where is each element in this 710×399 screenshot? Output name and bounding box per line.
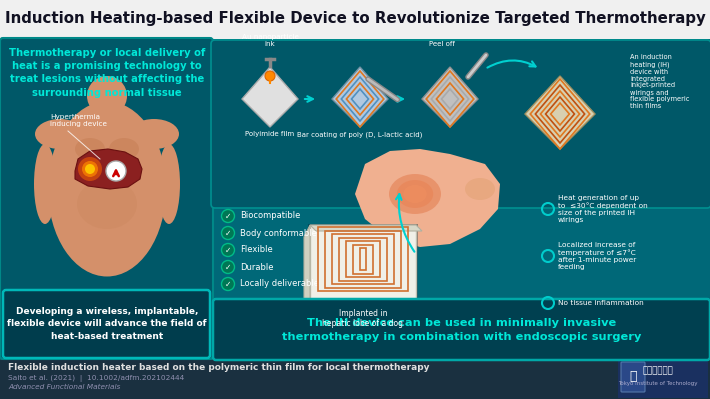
- Text: ✓: ✓: [225, 280, 231, 288]
- Text: Locally deliverable: Locally deliverable: [240, 280, 319, 288]
- FancyBboxPatch shape: [0, 38, 213, 359]
- FancyBboxPatch shape: [0, 39, 710, 359]
- Polygon shape: [525, 76, 595, 149]
- Ellipse shape: [48, 101, 166, 277]
- Text: Saito et al. (2021)  |  10.1002/adfm.202102444: Saito et al. (2021) | 10.1002/adfm.20210…: [8, 375, 185, 381]
- Text: Durable: Durable: [240, 263, 273, 271]
- Text: Implanted in
hepatic lobe of a dog: Implanted in hepatic lobe of a dog: [322, 309, 403, 328]
- Circle shape: [222, 209, 234, 223]
- Text: Hyperthermia
inducing device: Hyperthermia inducing device: [50, 114, 107, 127]
- Circle shape: [85, 164, 95, 174]
- Text: Peel off: Peel off: [429, 41, 455, 47]
- Ellipse shape: [403, 185, 427, 203]
- Text: Bar coating of poly (D, L-lactic acid): Bar coating of poly (D, L-lactic acid): [297, 131, 422, 138]
- Text: ✓: ✓: [225, 263, 231, 271]
- FancyBboxPatch shape: [211, 40, 710, 208]
- Text: The IH device can be used in minimally invasive
thermotherapy in combination wit: The IH device can be used in minimally i…: [283, 318, 642, 342]
- Text: Localized increase of
temperature of ≤7°C
after 1-minute power
feeding: Localized increase of temperature of ≤7°…: [558, 242, 636, 270]
- Ellipse shape: [397, 180, 433, 208]
- Text: Tokyo Institute of Technology: Tokyo Institute of Technology: [618, 381, 698, 385]
- Ellipse shape: [34, 144, 56, 224]
- FancyBboxPatch shape: [3, 290, 210, 358]
- Text: 東京工業大学: 東京工業大学: [643, 367, 673, 375]
- Text: Flexible: Flexible: [240, 245, 273, 255]
- Ellipse shape: [109, 138, 139, 160]
- Text: Flexible induction heater based on the polymeric thin film for local thermothera: Flexible induction heater based on the p…: [8, 363, 430, 373]
- Text: ✓: ✓: [225, 229, 231, 237]
- Polygon shape: [310, 225, 422, 231]
- Circle shape: [78, 157, 102, 181]
- Text: Body conformable: Body conformable: [240, 229, 317, 237]
- FancyBboxPatch shape: [0, 359, 710, 399]
- Text: No tissue inflammation: No tissue inflammation: [558, 300, 644, 306]
- Ellipse shape: [35, 119, 85, 149]
- Circle shape: [87, 76, 127, 116]
- FancyBboxPatch shape: [0, 0, 710, 39]
- Text: An induction
heating (IH)
device with
integrated
inkjet-printed
wirings and
flex: An induction heating (IH) device with in…: [630, 54, 689, 109]
- Text: Advanced Functional Materials: Advanced Functional Materials: [8, 384, 121, 390]
- Polygon shape: [332, 67, 388, 127]
- Text: Heat generation of up
to  ≤30°C dependent on
size of the printed IH
wirings: Heat generation of up to ≤30°C dependent…: [558, 195, 648, 223]
- Text: Induction Heating-based Flexible Device to Revolutionize Targeted Thermotherapy: Induction Heating-based Flexible Device …: [5, 12, 705, 26]
- Circle shape: [222, 243, 234, 257]
- Polygon shape: [422, 67, 478, 127]
- Text: ⛩: ⛩: [629, 371, 637, 383]
- FancyBboxPatch shape: [213, 299, 710, 360]
- Ellipse shape: [77, 179, 137, 229]
- Circle shape: [222, 277, 234, 290]
- Polygon shape: [242, 67, 298, 127]
- Ellipse shape: [75, 138, 105, 160]
- FancyBboxPatch shape: [308, 224, 418, 304]
- Ellipse shape: [158, 144, 180, 224]
- Text: Developing a wireless, implantable,
flexible device will advance the field of
he: Developing a wireless, implantable, flex…: [7, 307, 207, 341]
- Polygon shape: [355, 149, 500, 247]
- Circle shape: [82, 161, 98, 177]
- Text: Au nanoparticle
ink: Au nanoparticle ink: [241, 34, 298, 47]
- Circle shape: [106, 161, 126, 181]
- FancyBboxPatch shape: [99, 99, 115, 129]
- Ellipse shape: [465, 178, 495, 200]
- Circle shape: [222, 261, 234, 273]
- Circle shape: [222, 227, 234, 239]
- Circle shape: [265, 71, 275, 81]
- Ellipse shape: [389, 174, 441, 214]
- FancyBboxPatch shape: [310, 225, 416, 301]
- Text: ✓: ✓: [225, 245, 231, 255]
- Polygon shape: [304, 225, 310, 307]
- Text: Polyimide film: Polyimide film: [246, 131, 295, 137]
- FancyBboxPatch shape: [618, 360, 708, 398]
- FancyBboxPatch shape: [621, 362, 645, 392]
- Text: ✓: ✓: [225, 211, 231, 221]
- Polygon shape: [75, 149, 142, 189]
- Text: Biocompatible: Biocompatible: [240, 211, 300, 221]
- Ellipse shape: [129, 119, 179, 149]
- Text: Thermotherapy or local delivery of
heat is a promising technology to
treat lesio: Thermotherapy or local delivery of heat …: [9, 48, 205, 98]
